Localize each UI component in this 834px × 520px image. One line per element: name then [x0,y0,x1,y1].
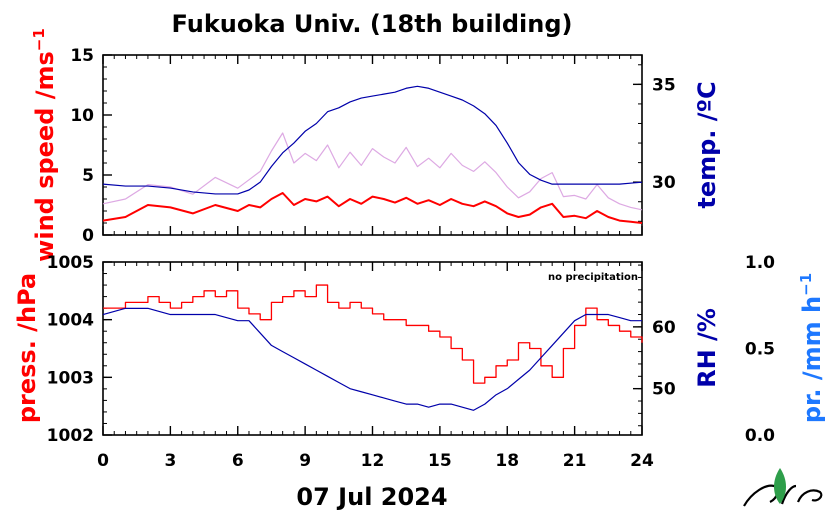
wind-gust-line [102,132,643,211]
rh-axis-title: RH /% [693,308,721,388]
precip-tick-label: 0.0 [745,426,775,446]
x-tick-label: 6 [232,451,244,471]
temperature-line [102,85,643,195]
humidity-line [102,307,642,411]
pressure-y-tick-label: 1005 [47,253,94,273]
x-tick-label: 15 [428,451,452,471]
precip-axis-superscript: −1 [797,273,815,296]
bottom-panel: 1002 1003 1004 1005 50 60 0 3 6 9 12 15 18 21 24 0.0… [13,253,826,471]
precip-tick-label: 0.5 [745,340,775,360]
wind-axis-title: wind speed /ms−1 [30,28,59,262]
bottom-left-axis: 1002 1003 1004 1005 [47,253,112,446]
temp-y-tick-label: 30 [652,173,676,193]
top-panel: 0 5 10 15 30 35 wind speed /ms−1 temp. /ºC [30,28,721,262]
wind-y-tick-label: 10 [70,106,94,126]
logo-swoosh [743,484,823,507]
logo-leaf [774,468,786,504]
temp-y-tick-label: 35 [652,75,676,95]
pressure-y-tick-label: 1002 [47,426,94,446]
x-tick-label: 21 [563,451,587,471]
wind-speed-line [102,192,643,224]
bottom-panel-frame [102,261,643,436]
top-plot-area [102,85,643,224]
logo-mark [743,468,823,507]
top-panel-frame [102,54,643,236]
x-tick-label: 24 [630,451,654,471]
wind-y-tick-label: 5 [82,166,94,186]
pressure-y-tick-label: 1004 [47,311,94,331]
bottom-x-ticks: 0 3 6 9 12 15 18 21 24 [97,262,654,471]
chart-title: Fukuoka Univ. (18th building) [172,10,573,38]
precip-axis: 0.0 0.5 1.0 [745,253,775,446]
top-right-axis: 30 35 [633,64,676,222]
precip-axis-label: pr. /mm h [798,296,826,423]
no-precip-note: no precipitation [548,272,638,283]
x-tick-label: 12 [361,451,385,471]
rh-y-tick-label: 50 [652,380,676,400]
x-tick-label: 18 [495,451,519,471]
pressure-line [103,284,643,384]
precip-tick-label: 1.0 [745,253,775,273]
bottom-right-axis: 50 60 [633,264,676,427]
temp-axis-title: temp. /ºC [693,81,721,208]
top-x-ticks [102,55,643,235]
x-tick-label: 9 [299,451,311,471]
wind-y-tick-label: 0 [82,226,94,246]
x-tick-label: 0 [97,451,109,471]
rh-y-tick-label: 60 [652,318,676,338]
bottom-plot-area [102,284,643,411]
wind-y-tick-label: 15 [70,46,94,66]
wind-axis-label: wind speed /ms [31,51,59,262]
pressure-axis-title: press. /hPa [13,273,41,423]
date-label: 07 Jul 2024 [296,483,447,511]
pressure-y-tick-label: 1003 [47,368,94,388]
wind-axis-superscript: −1 [30,28,48,51]
x-tick-label: 3 [164,451,176,471]
precip-axis-title: pr. /mm h−1 [797,273,826,423]
top-left-axis: 0 5 10 15 [70,46,112,246]
